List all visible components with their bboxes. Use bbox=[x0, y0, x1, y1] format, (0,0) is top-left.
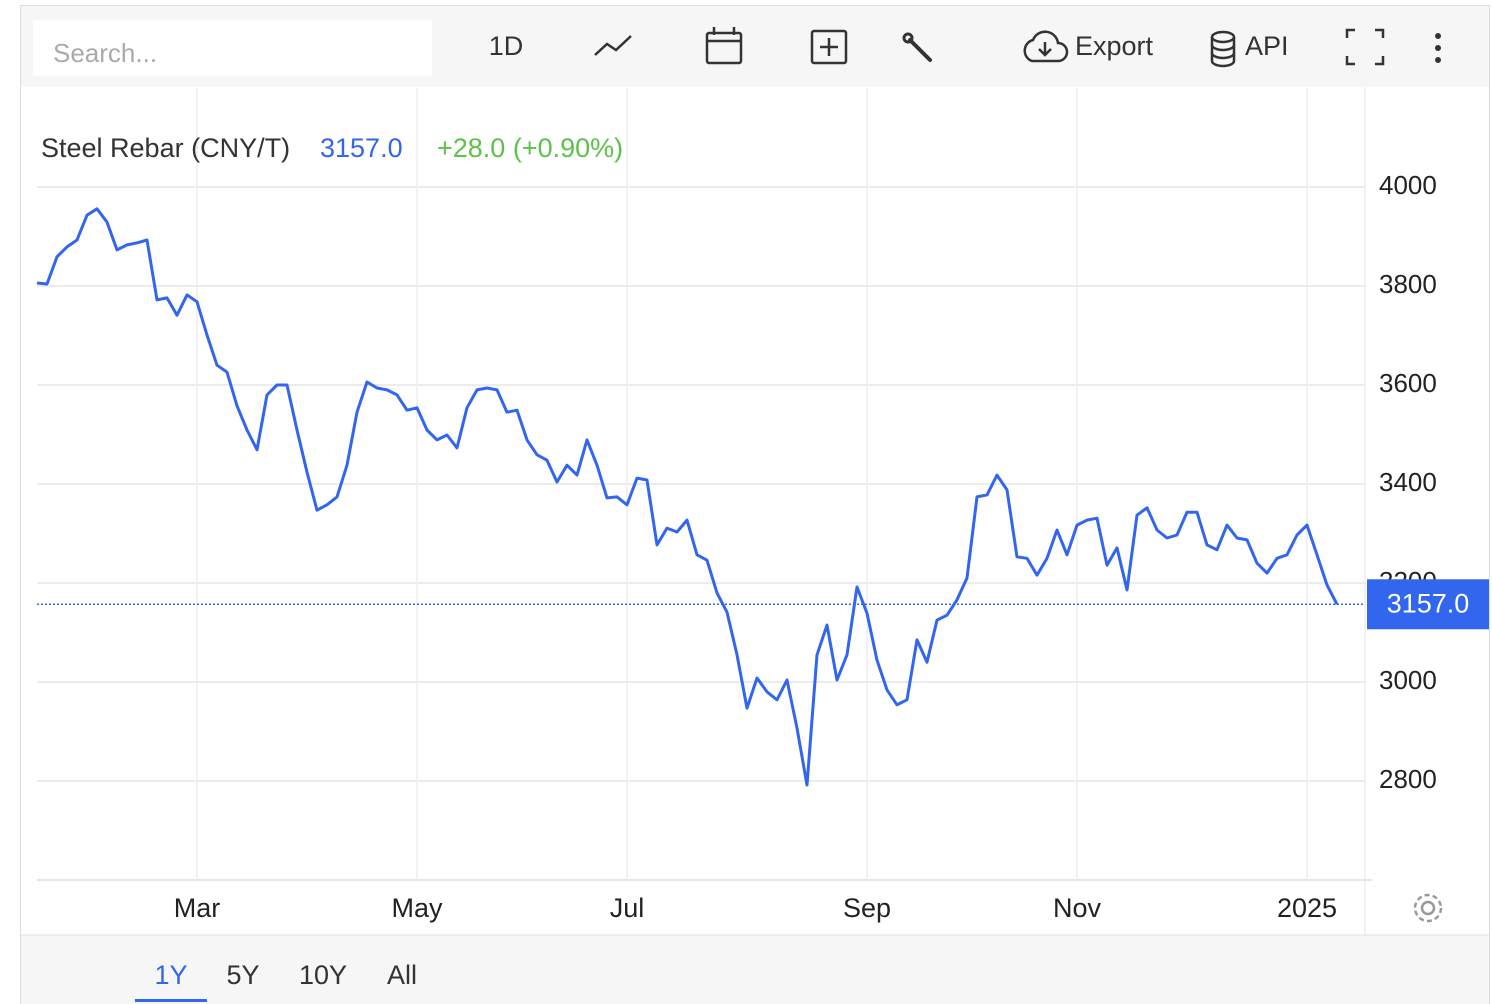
x-tick-label: Sep bbox=[843, 893, 891, 923]
frame bbox=[20, 5, 1490, 1004]
tools-icon[interactable] bbox=[902, 32, 932, 62]
last-price-tag-label: 3157.0 bbox=[1387, 588, 1470, 618]
range-underline bbox=[135, 999, 207, 1002]
api-icon[interactable] bbox=[1210, 30, 1236, 68]
range-bar bbox=[21, 935, 1489, 1004]
chart-title: Steel Rebar (CNY/T) bbox=[41, 133, 290, 163]
settings-icon[interactable] bbox=[1413, 893, 1443, 923]
y-tick-label: 4000 bbox=[1379, 170, 1437, 200]
price-line bbox=[36, 207, 1339, 787]
search-box[interactable] bbox=[33, 20, 432, 76]
plot: 2800300032003400360038004000MarMayJulSep… bbox=[36, 170, 1489, 923]
range-buttons: 1Y 5Y 10Y All bbox=[135, 960, 417, 1002]
interval-button[interactable]: 1D bbox=[489, 31, 524, 61]
y-tick-label: 3800 bbox=[1379, 269, 1437, 299]
export-button[interactable]: Export bbox=[1075, 31, 1154, 61]
y-tick-label: 3600 bbox=[1379, 368, 1437, 398]
x-tick-label: 2025 bbox=[1277, 893, 1337, 923]
export-icon[interactable] bbox=[1023, 30, 1069, 63]
range-button[interactable]: 10Y bbox=[299, 960, 347, 990]
x-tick-label: Nov bbox=[1053, 893, 1102, 923]
api-button[interactable]: API bbox=[1245, 31, 1289, 61]
search-placeholder[interactable]: Search... bbox=[53, 38, 157, 68]
add-icon[interactable] bbox=[810, 29, 848, 65]
x-tick-label: Jul bbox=[610, 893, 645, 923]
y-tick-label: 3400 bbox=[1379, 467, 1437, 497]
menu-icon[interactable] bbox=[1435, 33, 1441, 63]
x-tick-label: Mar bbox=[174, 893, 221, 923]
grid bbox=[37, 88, 1365, 880]
last-price-tag bbox=[1367, 579, 1489, 630]
calendar-icon[interactable] bbox=[705, 27, 743, 65]
range-button[interactable]: All bbox=[387, 960, 417, 990]
y-tick-label: 2800 bbox=[1379, 764, 1437, 794]
range-button[interactable]: 1Y bbox=[154, 960, 187, 990]
price-change: +28.0 (+0.90%) bbox=[437, 133, 623, 163]
range-button[interactable]: 5Y bbox=[226, 960, 259, 990]
fullscreen-icon[interactable] bbox=[1345, 28, 1385, 66]
chart-type-icon[interactable] bbox=[594, 35, 632, 56]
x-tick-label: May bbox=[391, 893, 443, 923]
last-price: 3157.0 bbox=[320, 133, 403, 163]
y-tick-label: 3000 bbox=[1379, 665, 1437, 695]
